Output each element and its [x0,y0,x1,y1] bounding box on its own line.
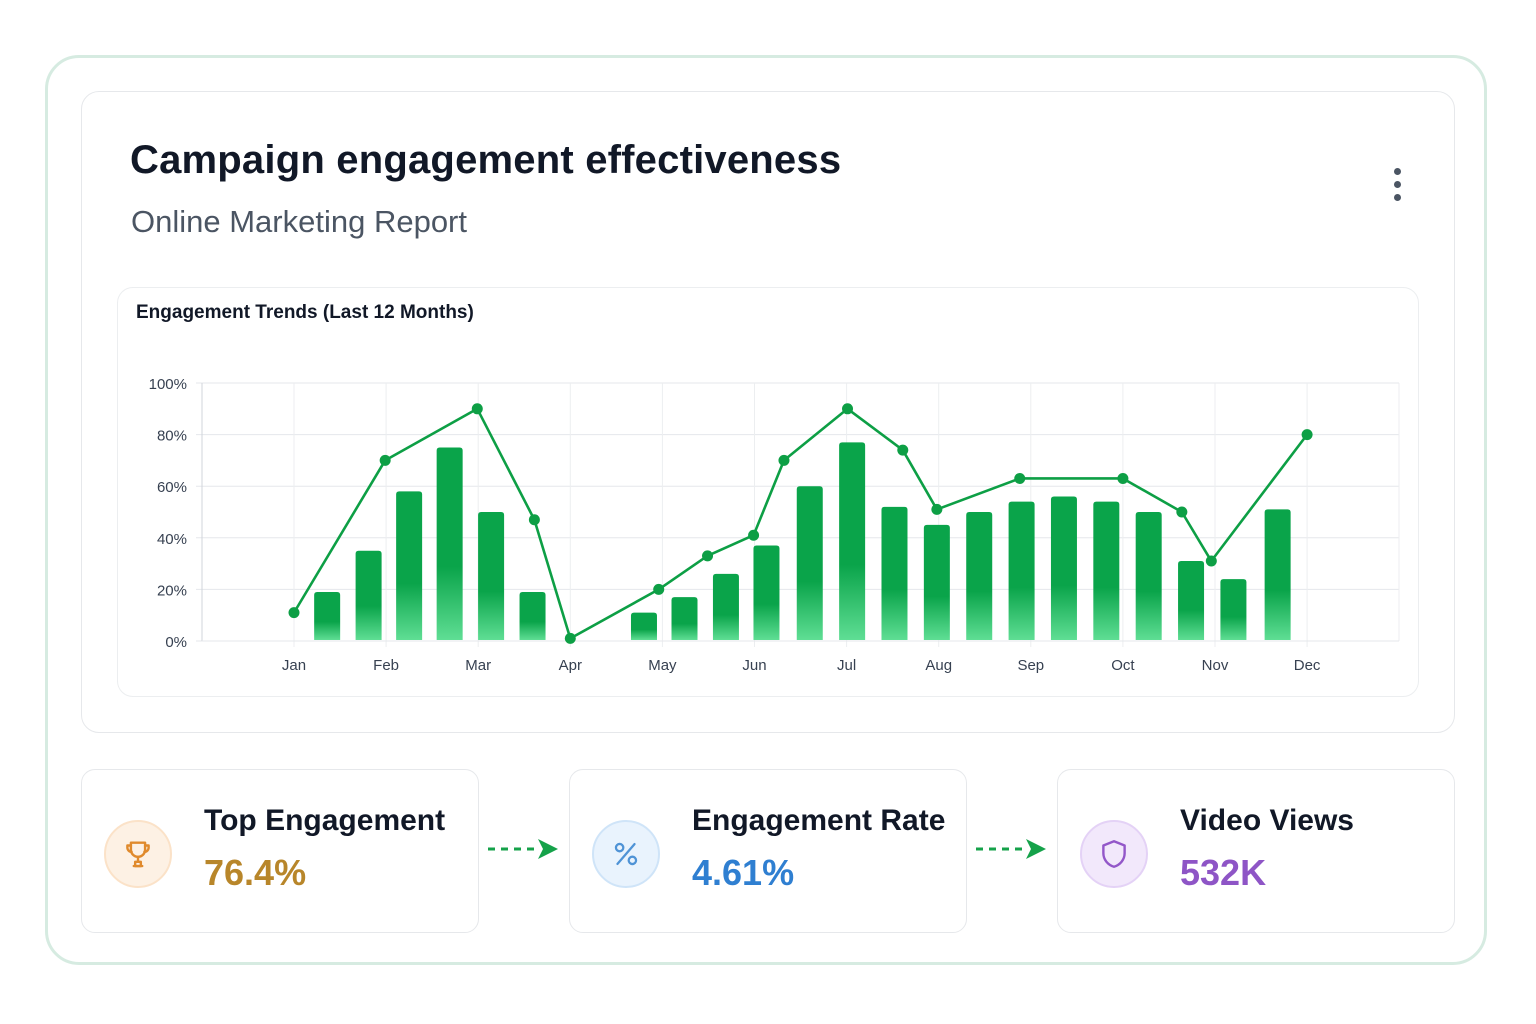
shield-icon [1102,840,1126,868]
trend-point [288,607,300,619]
x-tick-label: Aug [925,657,952,674]
trophy-icon-badge [104,820,172,888]
trend-point [1205,555,1217,567]
more-options-button[interactable] [1380,160,1414,208]
x-tick-label: Feb [373,657,399,674]
more-vertical-icon [1393,167,1401,175]
stat-label: Video Views [1180,804,1354,837]
shield-icon-badge [1080,820,1148,888]
bar [1050,496,1077,640]
bar [712,573,739,640]
bar [630,612,657,640]
x-tick-label: Mar [465,657,491,674]
bar [1264,509,1291,640]
trend-point [897,444,909,456]
x-tick-label: Jun [742,657,766,674]
percent-icon [614,842,638,866]
trend-point [1014,472,1026,484]
stat-card-top-engagement: Top Engagement 76.4% [81,769,479,933]
trend-point [1176,506,1188,518]
y-tick-label: 40% [157,531,187,548]
x-tick-label: Nov [1202,657,1229,674]
trend-point [1117,472,1129,484]
y-tick-label: 100% [149,376,187,393]
page-title: Campaign engagement effectiveness [130,138,842,182]
x-tick-label: Dec [1294,657,1321,674]
bar [355,550,382,640]
bar [839,442,866,640]
bar [1135,512,1162,640]
trend-point [564,632,576,644]
bar [881,506,908,640]
y-tick-label: 20% [157,582,187,599]
bar [753,545,780,640]
bar [478,512,505,640]
bar [314,591,341,640]
bar [396,491,423,640]
trend-point [748,529,760,541]
bar [1178,561,1205,640]
x-tick-label: Jul [837,657,856,674]
trend-point [702,550,714,562]
trend-point [1301,429,1313,441]
bar [1220,579,1247,640]
x-tick-label: Apr [559,657,582,674]
y-tick-label: 60% [157,479,187,496]
bar [966,512,993,640]
trend-point [471,403,483,415]
x-tick-label: Oct [1111,657,1135,674]
bar [923,524,950,640]
bar [1093,501,1120,640]
trend-point [653,583,665,595]
x-tick-label: Jan [282,657,306,674]
page-subtitle: Online Marketing Report [131,204,467,239]
y-tick-label: 80% [157,428,187,445]
stat-value: 532K [1180,852,1267,893]
flow-arrow-icon [976,839,1046,859]
trend-point [528,514,540,526]
trend-point [842,403,854,415]
x-tick-label: May [648,657,677,674]
trend-point [379,454,391,466]
bar [1008,501,1035,640]
bar [796,486,823,640]
stat-card-video-views: Video Views 532K [1057,769,1455,933]
x-tick-label: Sep [1017,657,1044,674]
bar [519,591,546,640]
stat-value: 4.61% [692,852,795,893]
y-tick-label: 0% [165,634,187,651]
flow-arrow-icon [488,839,558,859]
stat-card-engagement-rate: Engagement Rate 4.61% [569,769,967,933]
bar [671,597,698,640]
stat-label: Top Engagement [204,804,446,837]
trophy-icon [126,841,150,868]
stat-label: Engagement Rate [692,804,946,837]
trend-point [931,503,943,515]
chart-title: Engagement Trends (Last 12 Months) [136,302,474,323]
bar [436,447,463,640]
stat-value: 76.4% [204,852,307,893]
trend-point [778,454,790,466]
more-vertical-icon-dot [1393,180,1401,188]
percent-icon-badge [592,820,660,888]
more-vertical-icon-dot [1393,193,1401,201]
